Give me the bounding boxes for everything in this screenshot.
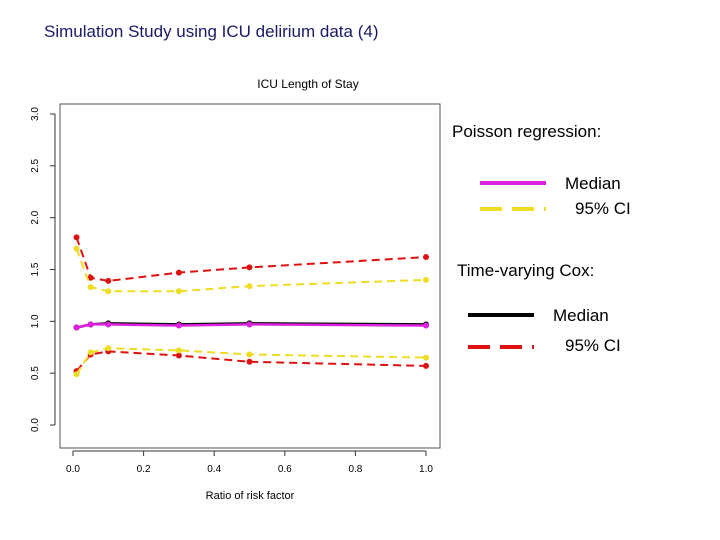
y-tick-label: 1.0 (30, 314, 41, 328)
data-point-poisson-median (246, 321, 253, 328)
data-point-cox-ci-upper (105, 277, 112, 284)
data-point-poisson-ci-upper (423, 276, 429, 283)
data-point-poisson-ci-upper (73, 245, 80, 252)
y-tick-label: 0.0 (30, 418, 41, 432)
y-tick-label: 2.0 (30, 210, 41, 224)
slide-title: Simulation Study using ICU delirium data… (44, 22, 379, 41)
legend-poisson-heading: Poisson regression: (452, 122, 602, 141)
x-tick-label: 0.6 (278, 464, 292, 475)
data-point-poisson-ci-upper (105, 288, 112, 295)
data-point-poisson-ci-lower (175, 347, 182, 354)
data-point-poisson-median (175, 322, 182, 329)
data-point-poisson-ci-upper (87, 284, 94, 291)
data-point-cox-ci-upper (87, 274, 94, 281)
legend-cox-ci-label: 95% CI (565, 336, 621, 355)
data-point-cox-ci-upper (175, 269, 182, 276)
plot-frame (59, 103, 441, 449)
legend-poisson-median-label: Median (565, 174, 621, 193)
series-line-poisson-ci-lower (75, 347, 427, 375)
data-point-poisson-ci-lower (87, 349, 94, 356)
data-point-cox-ci-upper (423, 254, 429, 261)
x-tick-label: 0.0 (66, 464, 80, 475)
series-line-poisson-ci-upper (75, 248, 427, 293)
data-point-poisson-ci-upper (175, 288, 182, 295)
data-point-poisson-median (73, 324, 80, 331)
x-tick-label: 0.8 (348, 464, 362, 475)
x-tick-label: 0.2 (137, 464, 151, 475)
x-tick-label: 0.4 (207, 464, 221, 475)
data-point-poisson-ci-upper (246, 283, 253, 290)
y-tick-label: 3.0 (30, 107, 41, 121)
data-point-poisson-median (87, 321, 94, 328)
data-point-poisson-ci-lower (423, 354, 429, 361)
legend-cox-heading: Time-varying Cox: (457, 261, 595, 280)
data-point-cox-ci-lower (246, 358, 253, 365)
y-tick-label: 2.5 (30, 158, 41, 172)
data-point-cox-ci-lower (423, 362, 429, 369)
data-point-poisson-ci-lower (73, 371, 80, 378)
y-tick-label: 1.5 (30, 262, 41, 276)
data-point-poisson-median (105, 321, 112, 328)
data-point-cox-ci-upper (73, 234, 80, 241)
data-point-poisson-ci-lower (246, 351, 253, 358)
legend-poisson-ci-label: 95% CI (575, 199, 631, 218)
chart-title: ICU Length of Stay (257, 77, 358, 91)
series-line-cox-ci-upper (75, 237, 427, 282)
x-axis-label: Ratio of risk factor (206, 490, 295, 502)
data-point-cox-ci-lower (175, 352, 182, 359)
data-point-poisson-median (423, 322, 429, 329)
x-tick-label: 1.0 (419, 464, 433, 475)
data-point-cox-ci-upper (246, 264, 253, 271)
data-point-poisson-ci-lower (105, 345, 112, 352)
y-tick-label: 0.5 (30, 366, 41, 380)
legend-cox-median-label: Median (553, 306, 609, 325)
